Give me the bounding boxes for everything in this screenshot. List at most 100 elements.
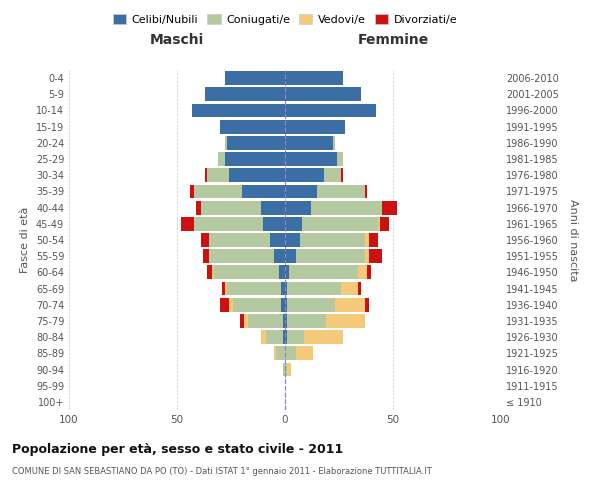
Bar [227,136,285,149]
Bar [285,298,287,312]
Bar [365,233,369,247]
Bar [285,233,300,247]
Bar [201,200,261,214]
Bar [380,217,389,230]
Bar [194,217,263,230]
Bar [285,88,361,101]
Bar [224,136,227,149]
Bar [192,104,285,118]
Text: COMUNE DI SAN SEBASTIANO DA PO (TO) - Dati ISTAT 1° gennaio 2011 - Elaborazione : COMUNE DI SAN SEBASTIANO DA PO (TO) - Da… [12,468,432,476]
Bar [220,298,229,312]
Y-axis label: Fasce di età: Fasce di età [20,207,30,273]
Bar [358,266,367,280]
Bar [266,330,283,344]
Bar [287,330,304,344]
Bar [300,233,365,247]
Bar [278,266,285,280]
Bar [248,314,283,328]
Bar [212,266,214,280]
Bar [207,168,229,182]
Bar [277,346,285,360]
Bar [274,346,277,360]
Bar [332,136,335,149]
Bar [285,314,287,328]
Bar [337,152,343,166]
Bar [367,266,371,280]
Bar [281,282,285,296]
Bar [223,282,224,296]
Bar [227,282,281,296]
Y-axis label: Anni di nascita: Anni di nascita [568,198,578,281]
Bar [365,250,369,263]
Bar [261,330,266,344]
Bar [229,168,285,182]
Bar [285,71,343,85]
Bar [285,136,332,149]
Bar [285,104,376,118]
Bar [365,184,367,198]
Bar [304,330,343,344]
Bar [207,266,212,280]
Bar [311,200,382,214]
Bar [296,346,313,360]
Bar [285,168,324,182]
Bar [205,88,285,101]
Bar [196,200,201,214]
Bar [285,346,296,360]
Bar [317,184,365,198]
Bar [220,120,285,134]
Bar [289,266,358,280]
Bar [285,120,346,134]
Bar [285,200,311,214]
Bar [209,250,274,263]
Bar [224,152,285,166]
Bar [335,298,365,312]
Bar [203,250,209,263]
Bar [369,250,382,263]
Bar [287,282,341,296]
Bar [224,282,227,296]
Bar [358,282,361,296]
Bar [285,362,287,376]
Bar [324,168,341,182]
Bar [270,233,285,247]
Bar [341,168,343,182]
Text: Femmine: Femmine [358,34,428,48]
Bar [229,298,233,312]
Bar [224,71,285,85]
Legend: Celibi/Nubili, Coniugati/e, Vedovi/e, Divorziati/e: Celibi/Nubili, Coniugati/e, Vedovi/e, Di… [113,14,457,25]
Bar [287,298,335,312]
Bar [263,217,285,230]
Bar [181,217,194,230]
Bar [378,217,380,230]
Bar [285,266,289,280]
Bar [302,217,378,230]
Bar [244,314,248,328]
Bar [283,314,285,328]
Bar [285,152,337,166]
Bar [382,200,397,214]
Bar [287,362,292,376]
Bar [233,298,281,312]
Bar [285,282,287,296]
Bar [285,330,287,344]
Bar [283,330,285,344]
Bar [239,314,244,328]
Bar [369,233,378,247]
Bar [214,266,278,280]
Bar [285,184,317,198]
Bar [365,298,369,312]
Bar [326,314,365,328]
Bar [287,314,326,328]
Bar [218,152,224,166]
Bar [285,217,302,230]
Bar [194,184,242,198]
Bar [261,200,285,214]
Bar [281,298,285,312]
Bar [242,184,285,198]
Bar [209,233,270,247]
Bar [283,362,285,376]
Bar [285,250,296,263]
Bar [341,282,358,296]
Bar [201,233,209,247]
